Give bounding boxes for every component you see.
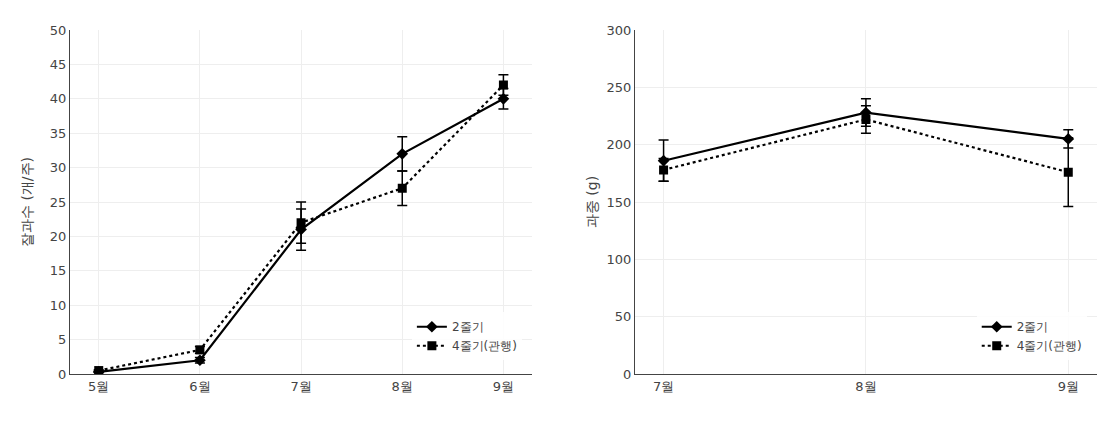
svg-text:8월: 8월 [855, 379, 876, 394]
svg-text:9월: 9월 [493, 379, 514, 394]
svg-text:30: 30 [50, 160, 67, 175]
svg-text:100: 100 [606, 252, 631, 267]
svg-text:20: 20 [50, 229, 67, 244]
svg-text:10: 10 [50, 298, 67, 313]
svg-text:45: 45 [50, 57, 67, 72]
svg-text:2줄기: 2줄기 [452, 320, 484, 334]
svg-text:7월: 7월 [290, 379, 311, 394]
svg-text:25: 25 [50, 195, 67, 210]
svg-text:40: 40 [50, 91, 67, 106]
svg-text:0: 0 [58, 367, 66, 382]
svg-text:150: 150 [606, 195, 631, 210]
svg-text:4줄기(관행): 4줄기(관행) [452, 339, 517, 353]
svg-text:7월: 7월 [653, 379, 674, 394]
svg-text:8월: 8월 [392, 379, 413, 394]
svg-text:2줄기: 2줄기 [1017, 320, 1049, 334]
svg-text:0: 0 [623, 367, 631, 382]
svg-text:50: 50 [615, 309, 632, 324]
svg-text:300: 300 [606, 23, 631, 38]
svg-text:200: 200 [606, 137, 631, 152]
svg-text:6월: 6월 [189, 379, 210, 394]
svg-text:과중 (g): 과중 (g) [584, 176, 600, 228]
svg-text:4줄기(관행): 4줄기(관행) [1017, 339, 1082, 353]
svg-text:50: 50 [50, 23, 67, 38]
svg-text:5월: 5월 [88, 379, 109, 394]
svg-text:250: 250 [606, 80, 631, 95]
svg-text:35: 35 [50, 126, 67, 141]
svg-text:15: 15 [50, 263, 67, 278]
svg-text:5: 5 [58, 332, 66, 347]
svg-text:9월: 9월 [1058, 379, 1079, 394]
svg-text:잘과수 (개/주): 잘과수 (개/주) [19, 157, 35, 247]
